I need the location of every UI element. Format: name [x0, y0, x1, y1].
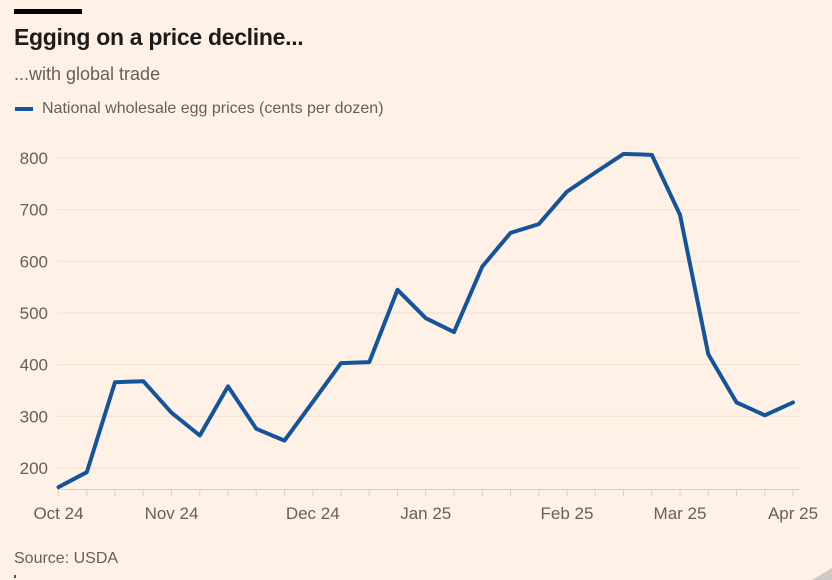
- legend-line-swatch-icon: [15, 107, 33, 111]
- legend: National wholesale egg prices (cents per…: [15, 100, 384, 118]
- chart-title: Egging on a price decline...: [14, 24, 304, 50]
- x-axis-label: Feb 25: [541, 504, 594, 523]
- price-line: [56, 151, 795, 490]
- x-axis-label: Nov 24: [145, 504, 199, 523]
- y-axis-label: 700: [20, 201, 48, 220]
- chart-subtitle: ...with global trade: [14, 64, 161, 84]
- x-axis-label: Oct 24: [33, 504, 83, 523]
- legend-label: National wholesale egg prices (cents per…: [42, 100, 384, 117]
- y-axis-label: 200: [20, 459, 48, 478]
- stray-dot: [14, 575, 16, 578]
- source-note: Source: USDA: [14, 550, 119, 567]
- x-axis-label: Jan 25: [400, 504, 451, 523]
- ft-black-bar: [14, 9, 82, 14]
- y-axis-label: 300: [20, 407, 48, 426]
- y-axis-label: 500: [20, 304, 48, 323]
- x-axis-label: Dec 24: [286, 504, 340, 523]
- x-axis-label: Mar 25: [654, 504, 707, 523]
- y-axis-label: 400: [20, 356, 48, 375]
- x-axis-label: Apr 25: [768, 504, 818, 523]
- resize-handle-icon[interactable]: [812, 568, 832, 580]
- y-axis-label: 600: [20, 252, 48, 271]
- y-axis-label: 800: [20, 149, 48, 168]
